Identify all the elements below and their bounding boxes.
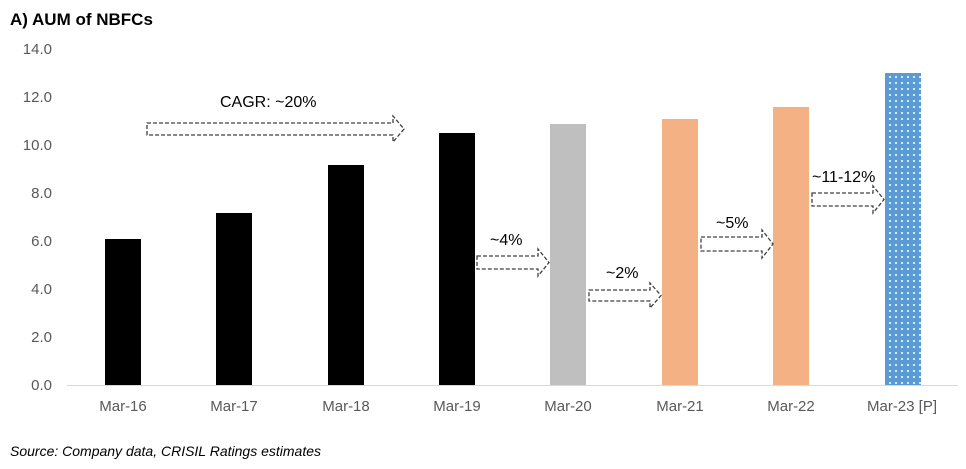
x-tick: Mar-22 (767, 398, 815, 415)
bar-mar-22 (773, 106, 810, 386)
bar-mar-18 (327, 164, 364, 386)
chart-title: A) AUM of NBFCs (10, 10, 153, 29)
x-tick: Mar-17 (210, 398, 258, 415)
y-tick: 6.0 (31, 233, 52, 250)
cagr-arrow-icon (146, 114, 405, 144)
y-tick: 0.0 (31, 377, 52, 394)
bar-mar-16 (104, 239, 141, 386)
y-tick: 2.0 (31, 329, 52, 346)
growth-label: ~2% (606, 265, 639, 282)
x-tick: Mar-19 (433, 398, 481, 415)
cagr-label: CAGR: ~20% (220, 94, 317, 111)
y-tick: 8.0 (31, 185, 52, 202)
growth-label: ~4% (490, 232, 523, 249)
growth-label: ~5% (716, 215, 749, 232)
bar-mar-19 (438, 133, 475, 386)
bar-mar-17 (216, 212, 253, 386)
growth-arrow-icon (700, 228, 774, 260)
y-tick: 14.0 (22, 41, 52, 58)
x-tick: Mar-21 (656, 398, 704, 415)
growth-arrow-icon (811, 184, 885, 215)
y-tick: 12.0 (22, 89, 52, 106)
bar-mar-23-p (884, 73, 921, 386)
bar-mar-20 (550, 123, 587, 386)
bar-mar-21 (661, 118, 698, 386)
x-tick: Mar-16 (99, 398, 147, 415)
x-tick: Mar-18 (322, 398, 370, 415)
source-note: Source: Company data, CRISIL Ratings est… (10, 443, 322, 459)
y-tick: 10.0 (22, 137, 52, 154)
x-tick: Mar-23 [P] (866, 398, 938, 415)
growth-label: ~11-12% (812, 169, 876, 186)
x-axis-line (67, 385, 958, 386)
growth-arrow-icon (476, 247, 550, 278)
y-tick: 4.0 (31, 281, 52, 298)
x-tick: Mar-20 (544, 398, 592, 415)
growth-arrow-icon (588, 281, 662, 310)
